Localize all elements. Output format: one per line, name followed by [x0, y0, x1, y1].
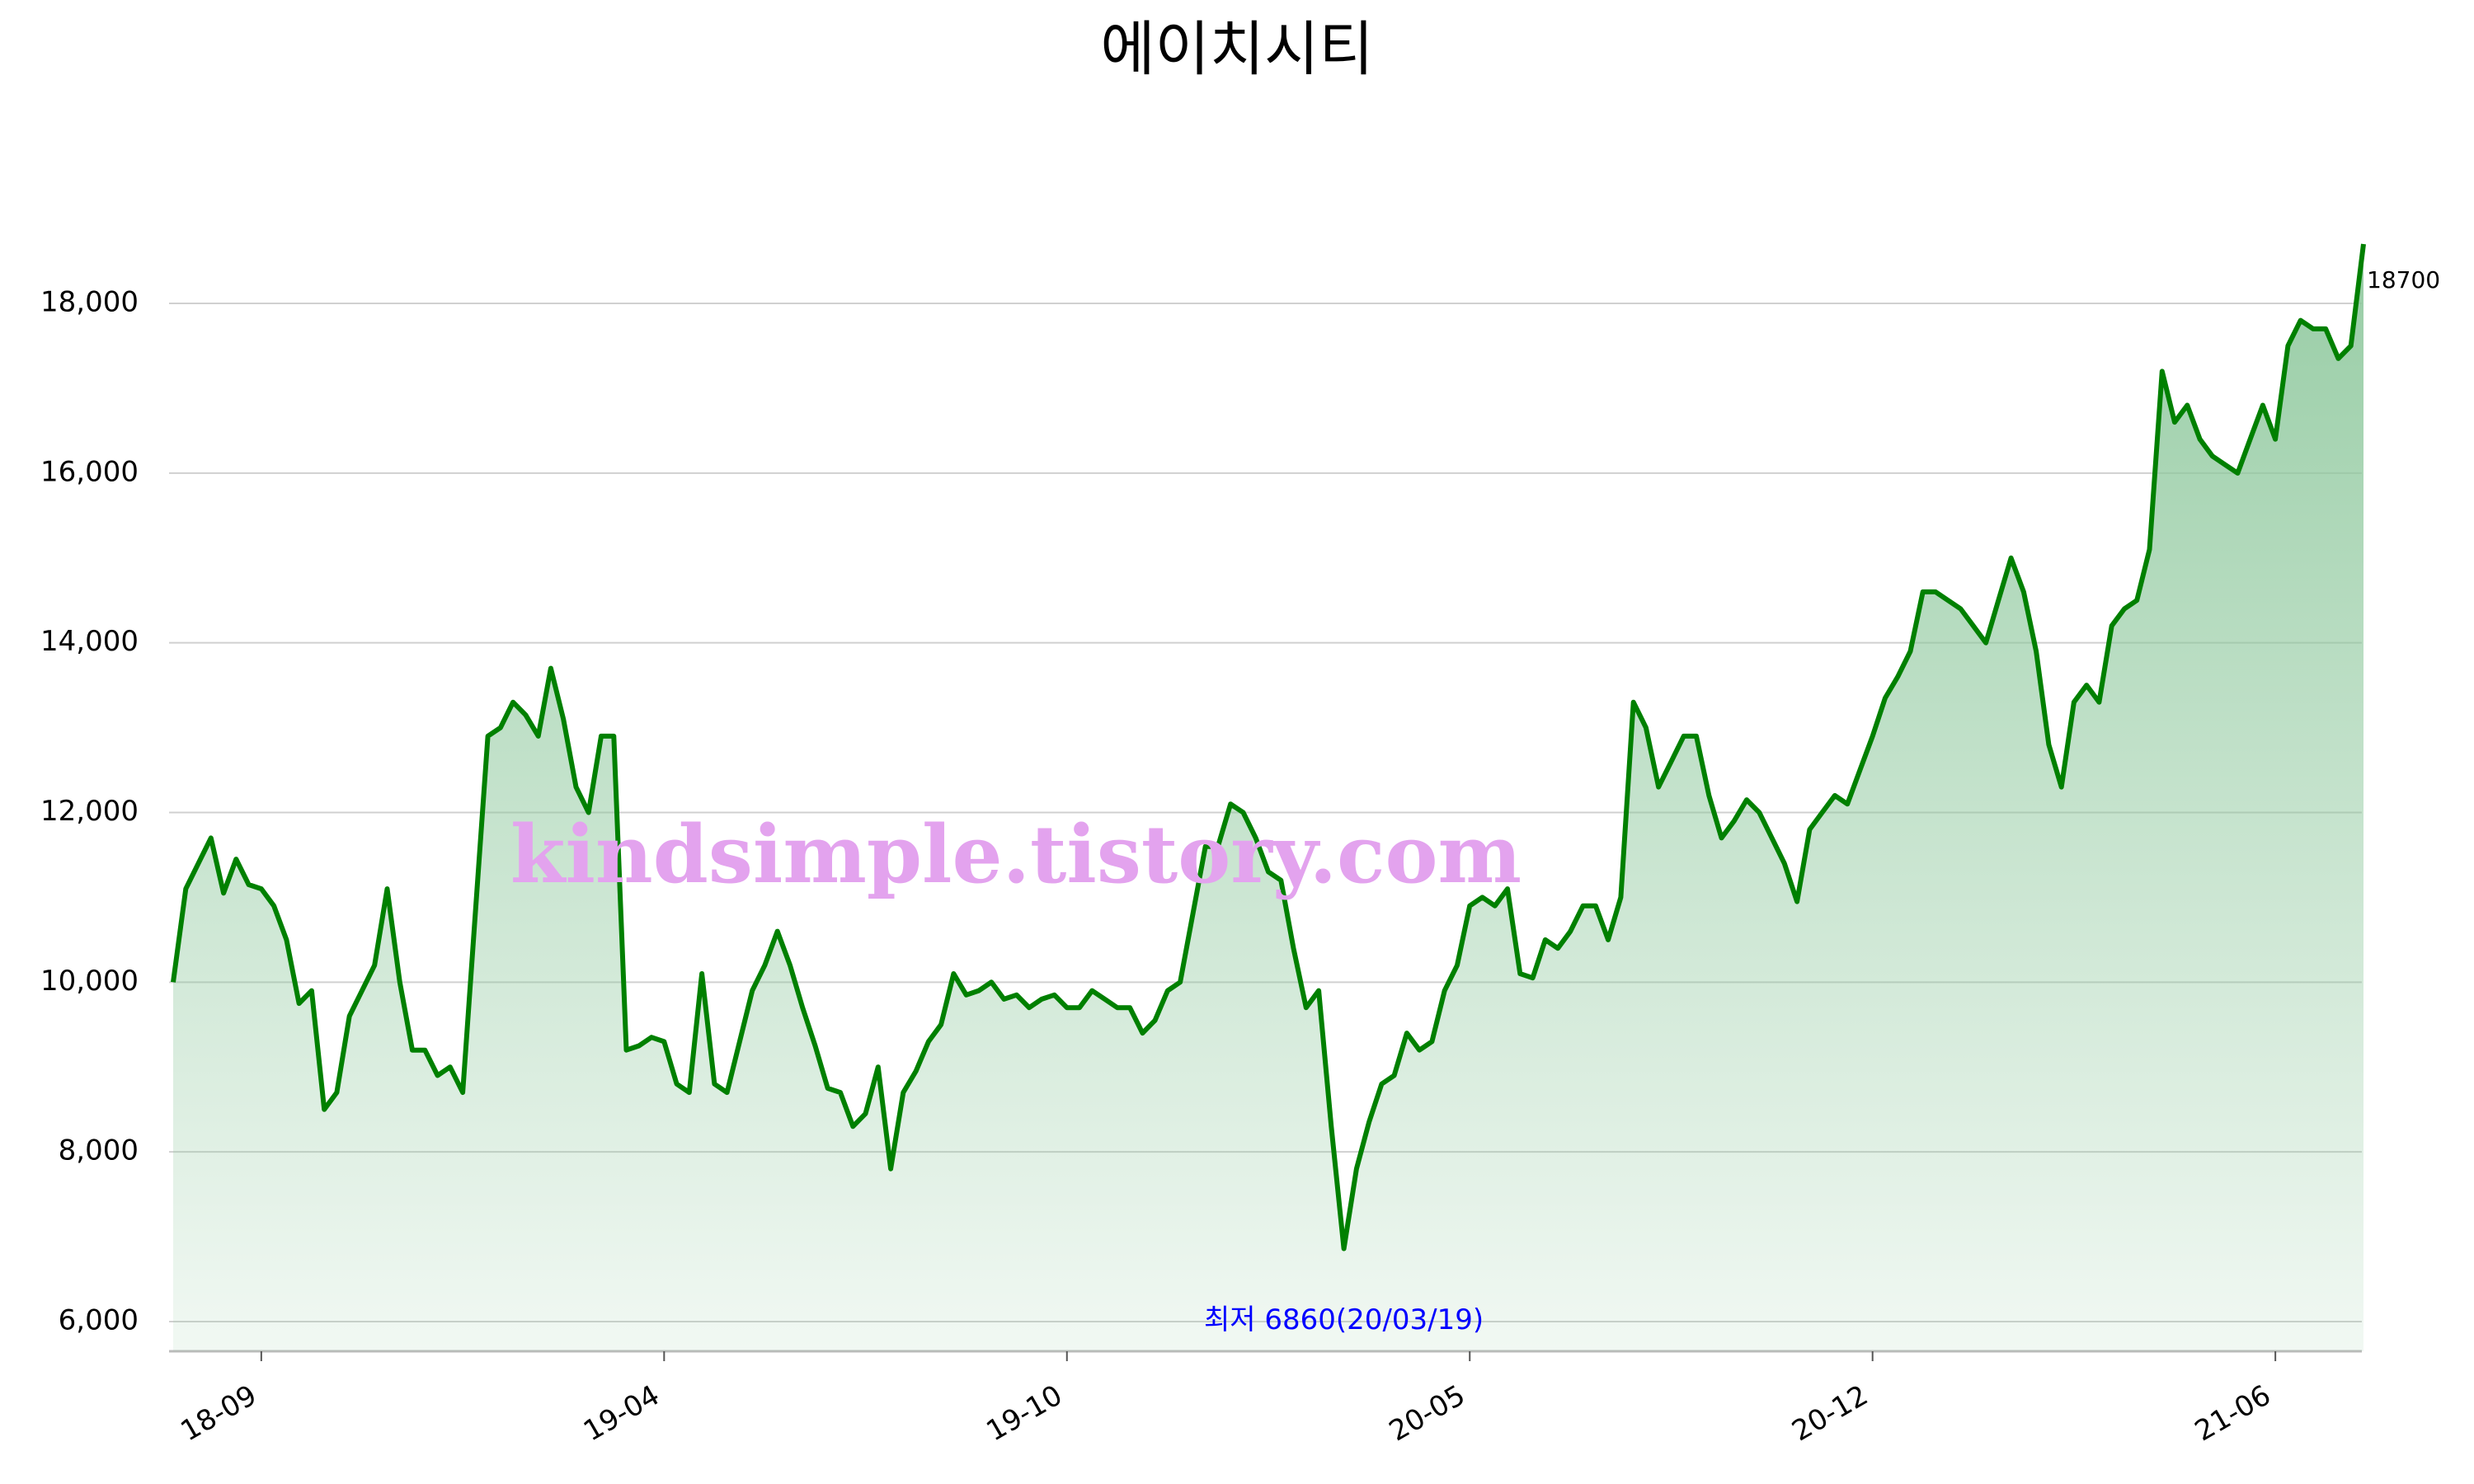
- price-line: [171, 243, 2366, 1252]
- x-tick-label: 18-09: [176, 1378, 263, 1448]
- y-tick-label: 12,000: [40, 795, 139, 828]
- watermark: kindsimple.tistory.com: [510, 808, 1522, 901]
- y-tick-label: 6,000: [59, 1303, 139, 1336]
- last-value-label: 18700: [2367, 266, 2440, 294]
- x-tick-label: 20-05: [1384, 1378, 1471, 1448]
- y-tick-label: 18,000: [40, 286, 139, 319]
- area: [173, 244, 2363, 1351]
- x-tick-label: 19-04: [578, 1378, 666, 1448]
- y-tick-label: 16,000: [40, 455, 139, 488]
- y-tick-label: 8,000: [59, 1134, 139, 1167]
- y-tick-label: 10,000: [40, 965, 139, 998]
- x-tick-label: 21-06: [2189, 1378, 2277, 1448]
- x-tick-label: 20-12: [1786, 1378, 1874, 1448]
- x-tick-label: 19-10: [981, 1378, 1068, 1448]
- min-annotation: 최저 6860(20/03/19): [1204, 1303, 1484, 1336]
- chart-title: 에이치시티: [1100, 15, 1373, 84]
- y-tick-label: 14,000: [40, 625, 139, 658]
